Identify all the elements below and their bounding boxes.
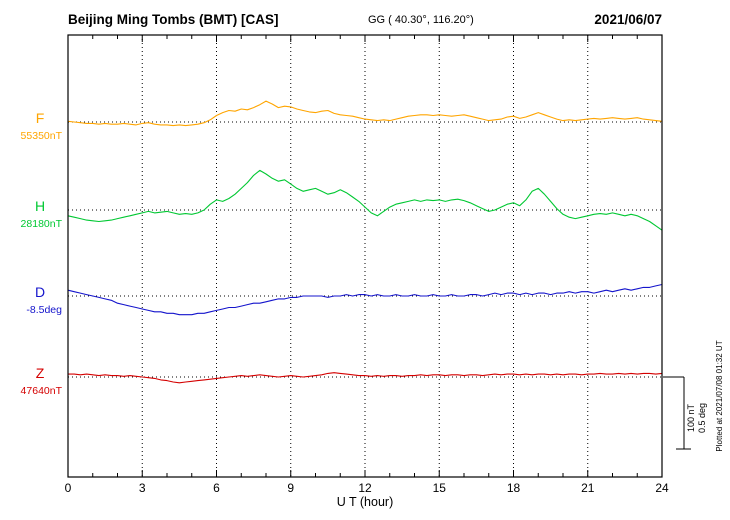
trace-H bbox=[67, 169, 663, 231]
scale-nt-label: 100 nT bbox=[686, 403, 696, 432]
trace-D bbox=[67, 283, 663, 316]
x-tick-label: 9 bbox=[287, 481, 294, 495]
x-tick-label: 15 bbox=[433, 481, 447, 495]
traces bbox=[67, 100, 663, 384]
plotted-at-note: Plotted at 2021/07/08 01:32 UT bbox=[715, 340, 724, 451]
x-tick-label: 18 bbox=[507, 481, 521, 495]
series-letter-F: F bbox=[36, 110, 45, 126]
x-tick-label: 6 bbox=[213, 481, 220, 495]
series-baseline-value-F: 55350nT bbox=[21, 130, 63, 142]
series-labels: F 55350nT H 28180nT D -8.5deg Z 47640nT bbox=[21, 110, 63, 397]
series-baseline-value-H: 28180nT bbox=[21, 218, 63, 230]
scale-bar bbox=[663, 376, 691, 450]
series-baseline-value-D: -8.5deg bbox=[26, 304, 62, 316]
trace-F bbox=[67, 100, 663, 127]
series-letter-D: D bbox=[35, 284, 45, 300]
scale-deg-label: 0.5 deg bbox=[697, 403, 707, 433]
x-tick-labels: 0 3 6 9 12 15 18 21 24 bbox=[65, 481, 669, 495]
x-tick-label: 24 bbox=[655, 481, 669, 495]
station-coordinates: GG ( 40.30°, 116.20°) bbox=[368, 14, 474, 26]
x-axis-label: U T (hour) bbox=[337, 495, 394, 509]
series-letter-H: H bbox=[35, 198, 45, 214]
plot-frame bbox=[67, 34, 663, 478]
x-tick-label: 12 bbox=[358, 481, 372, 495]
series-letter-Z: Z bbox=[36, 365, 45, 381]
x-tick-label: 0 bbox=[65, 481, 72, 495]
series-baseline-value-Z: 47640nT bbox=[21, 385, 63, 397]
plot-date: 2021/06/07 bbox=[594, 12, 662, 27]
x-tick-label: 3 bbox=[139, 481, 146, 495]
x-tick-label: 21 bbox=[581, 481, 595, 495]
page-title: Beijing Ming Tombs (BMT) [CAS] bbox=[68, 12, 278, 27]
gridlines bbox=[141, 35, 589, 477]
baselines bbox=[68, 121, 662, 378]
trace-Z bbox=[68, 372, 663, 384]
